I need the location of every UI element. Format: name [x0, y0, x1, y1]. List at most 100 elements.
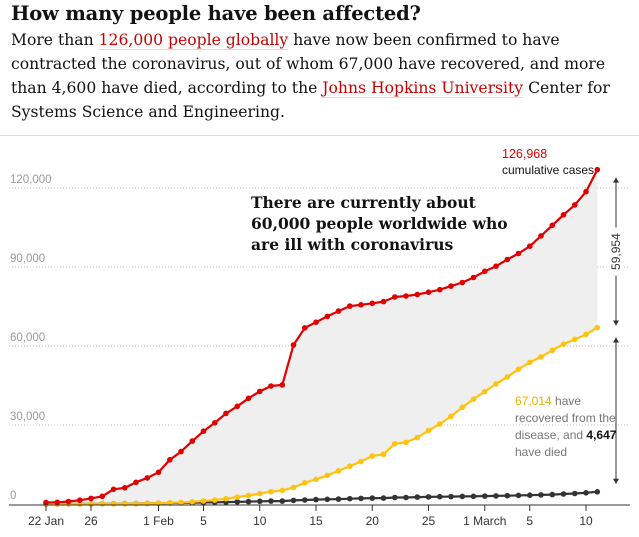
cases-data-point — [504, 256, 511, 263]
gap-arrow-up-icon — [613, 177, 619, 183]
cases-data-point — [144, 475, 151, 481]
recovered-data-point — [538, 354, 544, 360]
recovered-data-point — [527, 359, 533, 366]
deaths-data-point — [583, 490, 589, 496]
cases-data-point — [43, 499, 49, 506]
cases-data-point — [414, 291, 421, 298]
recovered-data-point — [369, 453, 376, 459]
global-cases-link[interactable]: 126,000 people globally — [98, 31, 289, 50]
recovered-data-point — [178, 499, 184, 506]
recovered-data-point — [470, 396, 477, 403]
recovered-data-point — [594, 324, 601, 331]
deaths-data-point — [560, 491, 567, 497]
deaths-data-point — [313, 496, 319, 503]
intro-text-1: More than — [11, 31, 99, 49]
cases-data-point — [200, 428, 207, 435]
recovered-data-point — [583, 331, 589, 338]
deaths-data-point — [268, 498, 274, 504]
cases-data-point — [290, 342, 297, 348]
deaths-data-point — [482, 493, 488, 499]
cases-data-point — [77, 497, 83, 504]
recovered-data-point — [560, 341, 567, 348]
recovered-data-point — [223, 495, 229, 502]
deaths-data-point — [504, 492, 511, 499]
cases-data-point — [88, 495, 94, 502]
recovered-data-point — [504, 374, 511, 380]
deaths-data-point — [527, 492, 533, 499]
x-axis: 22 Jan 26 1 Feb 5 10 15 20 25 1 March 5 10 — [9, 504, 630, 528]
cases-data-point — [212, 420, 218, 426]
gap-label-background — [608, 227, 624, 276]
deaths-data-point — [324, 496, 331, 503]
cases-data-point — [403, 293, 409, 299]
deaths-data-point — [549, 491, 556, 498]
recovered-data-point — [302, 480, 308, 486]
x-tick-label: 5 — [526, 514, 533, 528]
gap-arrow-down-icon — [613, 320, 619, 326]
recovered-data-point — [257, 490, 263, 497]
cases-data-point — [324, 313, 331, 320]
deaths-gap-annotation — [613, 337, 619, 484]
y-tick-label: 120,000 — [10, 174, 52, 186]
recovered-data-point — [392, 440, 398, 447]
deaths-data-point — [403, 494, 409, 501]
recovered-data-point — [414, 434, 421, 441]
deaths-data-point — [234, 499, 241, 505]
recovered-data-point — [279, 487, 286, 494]
recovered-data-point — [245, 492, 252, 499]
cases-data-point — [65, 498, 72, 505]
y-tick-label: 60,000 — [10, 332, 45, 344]
ill-note-line-3: are ill with coronavirus — [251, 235, 454, 254]
cases-data-point — [515, 250, 522, 257]
x-tick-label: 5 — [200, 514, 207, 528]
cases-data-point — [54, 499, 61, 506]
x-tick-label: 25 — [422, 514, 436, 528]
ill-note-line-2: 60,000 people worldwide who — [251, 214, 508, 233]
recovered-data-point — [549, 347, 556, 354]
y-tick-label: 90,000 — [10, 253, 45, 265]
x-tick-label: 1 March — [463, 514, 506, 528]
deaths-data-point — [459, 493, 466, 500]
recovered-data-point — [200, 498, 207, 504]
x-tick-label: 1 Feb — [143, 514, 174, 528]
cases-data-point — [133, 479, 139, 486]
cases-value-label: 126,968 — [502, 147, 547, 161]
deaths-data-point — [347, 495, 353, 502]
recovered-data-point — [572, 336, 578, 343]
cases-data-point — [268, 383, 274, 389]
recovered-label-line-1: 67,014 have — [515, 394, 581, 408]
recovered-data-point — [133, 500, 139, 507]
x-tick-label: 20 — [366, 514, 380, 528]
recovered-data-point — [437, 421, 443, 427]
deaths-data-point — [538, 492, 544, 498]
recovered-label-line-2: recovered from the — [515, 411, 616, 425]
gap-value-label: 59,954 — [609, 233, 623, 270]
cases-data-point — [99, 493, 106, 500]
cases-data-point — [583, 188, 589, 195]
recovered-data-point — [324, 472, 331, 479]
recovered-data-point — [234, 494, 241, 500]
active-cases-fill — [46, 169, 598, 504]
y-tick-label: 30,000 — [10, 411, 45, 423]
deaths-description-label: have died — [515, 445, 567, 459]
grid-layer: 0 30,000 60,000 90,000 120,000 — [9, 174, 630, 502]
cases-data-point — [223, 410, 229, 417]
cases-data-point — [122, 485, 128, 491]
deaths-data-point — [470, 493, 477, 500]
intro-paragraph: More than 126,000 people globally have n… — [11, 28, 636, 124]
recovered-data-point — [313, 476, 319, 483]
recovered-label-suffix: have — [552, 394, 582, 408]
recovered-data-point — [459, 404, 466, 411]
deaths-label-prefix: disease, and — [515, 428, 586, 442]
cases-data-point — [437, 286, 443, 293]
gap-annotation: 59,954 — [608, 177, 624, 326]
x-tick-label: 10 — [579, 514, 593, 528]
deaths-data-point — [493, 493, 499, 499]
deaths-data-point — [257, 498, 263, 505]
cases-description-label: cumulative cases — [502, 163, 594, 177]
johns-hopkins-link[interactable]: Johns Hopkins University — [322, 79, 524, 98]
cases-data-point — [560, 212, 567, 218]
recovered-data-point — [448, 413, 454, 420]
recovered-data-point — [358, 458, 364, 465]
